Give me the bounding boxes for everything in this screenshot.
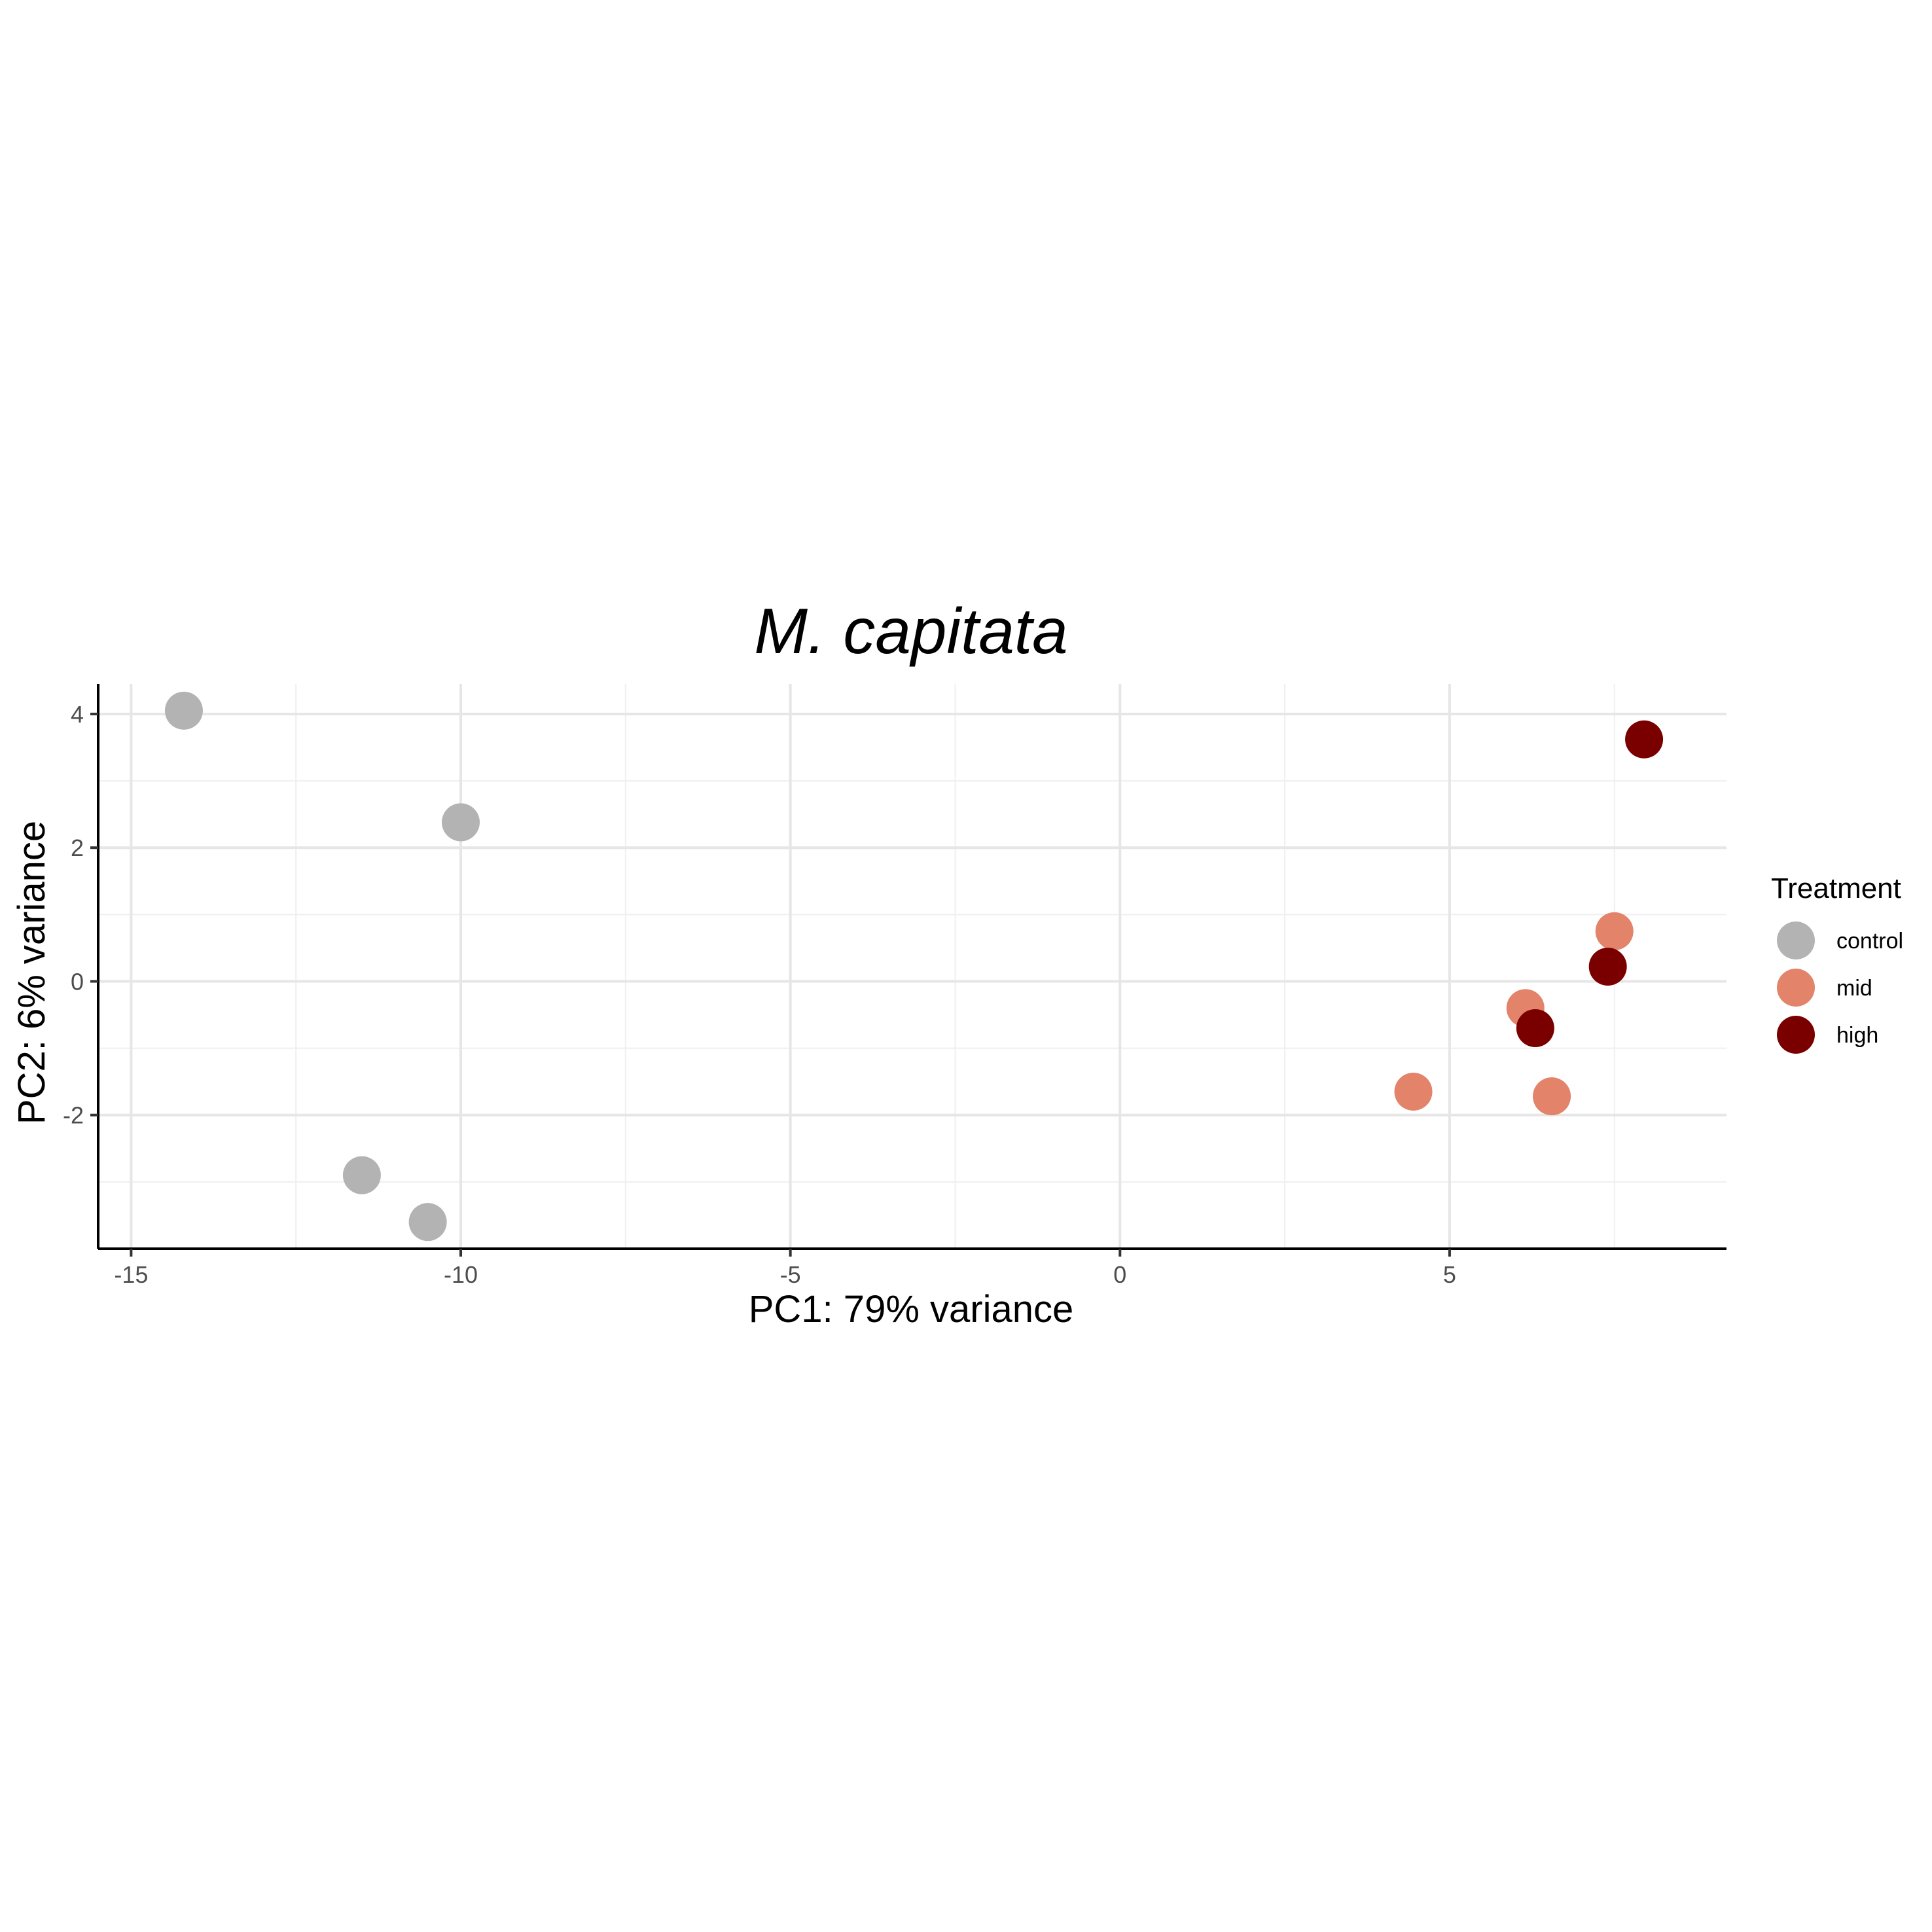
y-tick-label: -2 [63,1102,84,1129]
legend-label-mid: mid [1836,976,1872,1001]
legend-label-control: control [1836,929,1903,954]
legend: Treatment control mid high [1771,872,1903,1054]
point-mid [1394,1072,1433,1111]
major-gridlines [98,684,1726,1249]
point-high [1625,720,1664,759]
y-axis-title: PC2: 6% variance [10,821,53,1124]
point-high [1588,948,1627,986]
legend-key-mid [1777,969,1815,1007]
axes [97,684,1726,1250]
point-mid [1595,912,1634,950]
point-control [442,803,480,842]
legend-key-high [1777,1016,1815,1054]
point-control [164,691,203,730]
x-tick-label: -5 [780,1261,801,1288]
data-points [164,691,1664,1242]
chart-title: M. capitata [754,595,1067,667]
y-tick-label: 0 [71,968,84,995]
x-axis-title: PC1: 79% variance [749,1288,1073,1331]
y-tick-label: 2 [71,834,84,861]
x-tick-label: 5 [1443,1261,1456,1288]
point-control [408,1203,447,1242]
point-mid [1533,1077,1571,1116]
x-tick-label: -15 [114,1261,148,1288]
point-high [1516,1009,1554,1047]
legend-key-control [1777,921,1815,959]
x-tick-label: 0 [1113,1261,1126,1288]
axis-ticks: -15 -10 -5 0 5 -2 0 2 4 [63,701,1456,1288]
x-tick-label: -10 [444,1261,478,1288]
legend-title: Treatment [1771,872,1901,904]
point-control [342,1156,381,1194]
y-tick-label: 4 [71,701,84,728]
legend-label-high: high [1836,1023,1878,1048]
